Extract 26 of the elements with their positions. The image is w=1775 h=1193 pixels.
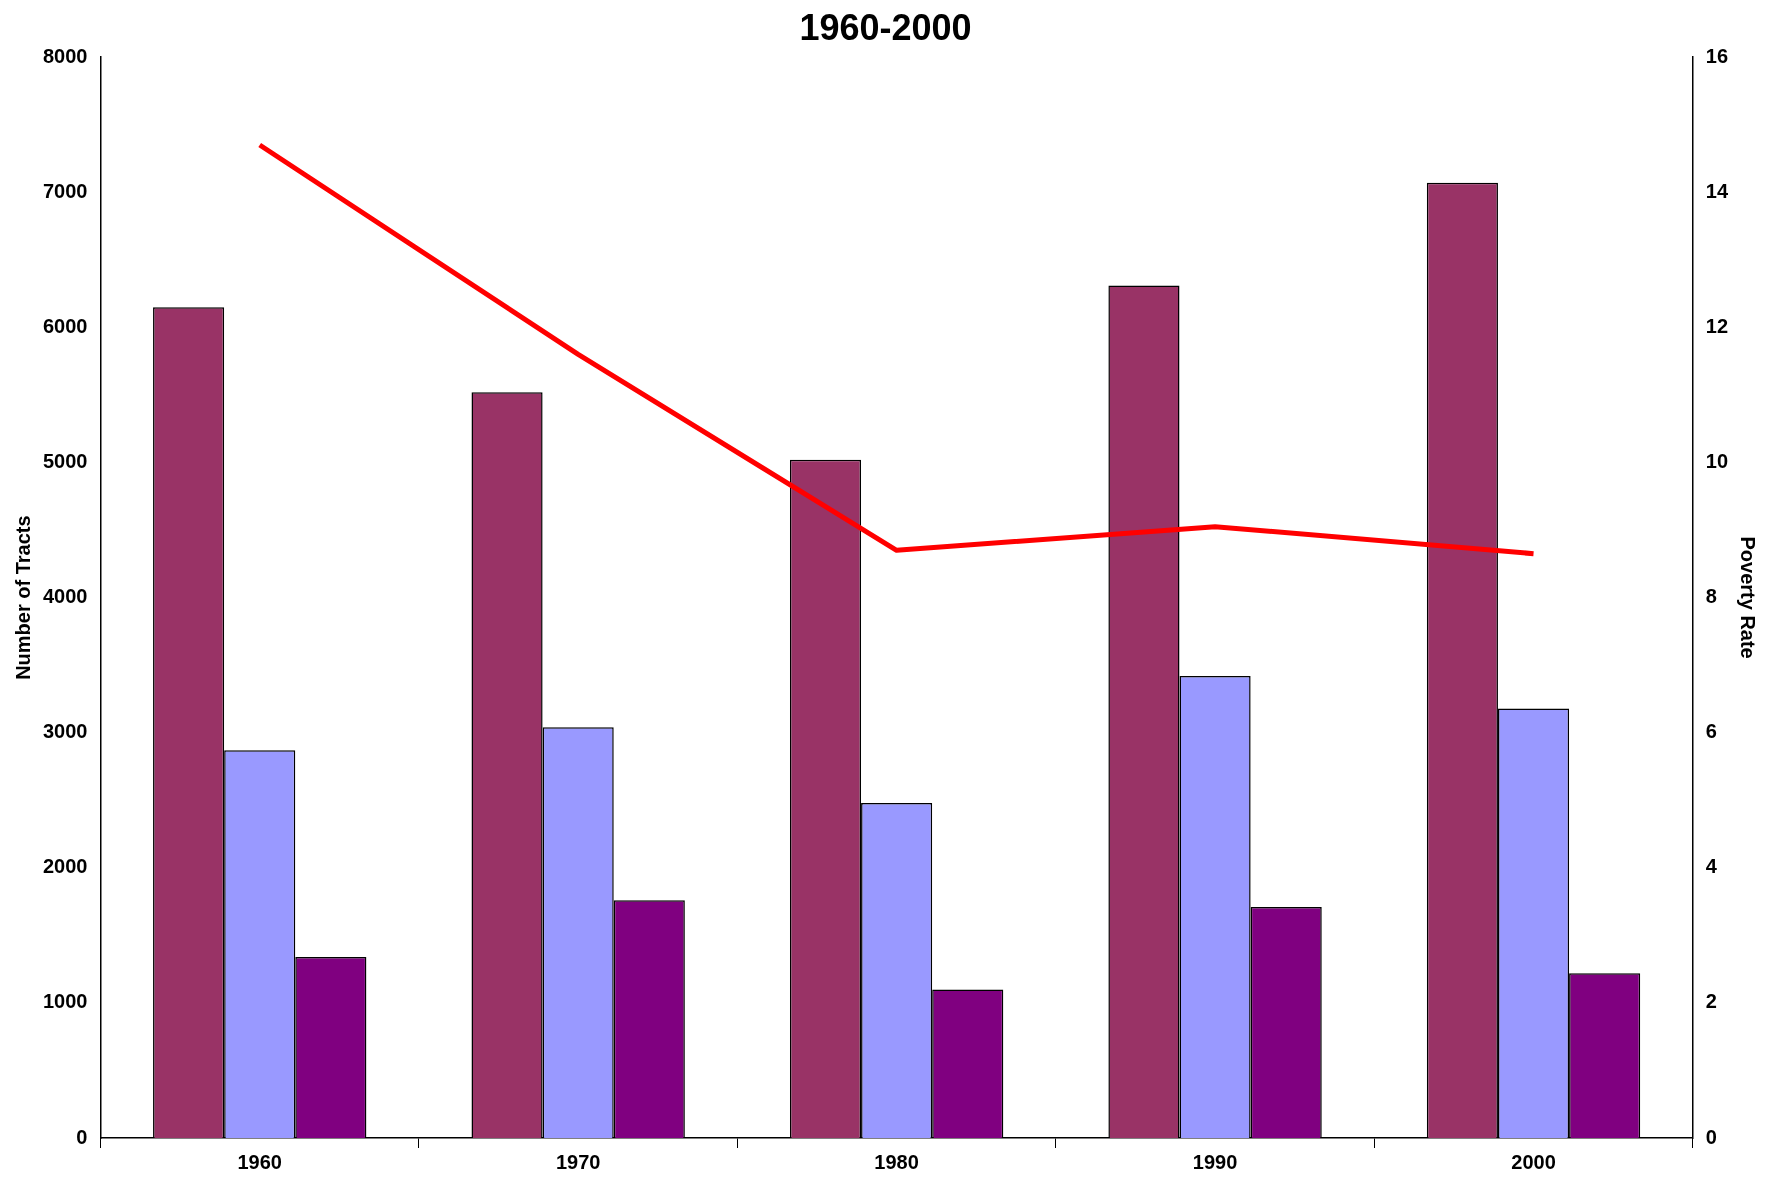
y-axis-title: Number of Tracts [11,515,34,680]
y-tick-label: 3000 [42,720,88,743]
y2-tick-label: 0 [1705,1125,1717,1148]
y-tick-label: 8000 [42,44,88,67]
y-tick-label: 5000 [42,450,88,473]
y2-tick-label: 14 [1705,179,1729,202]
x-tick-label: 1960 [237,1150,282,1173]
y-tick-label: 0 [76,1125,88,1148]
y-tick-label: 4000 [42,585,88,608]
y2-tick-label: 10 [1705,450,1728,473]
y-tick-label: 2000 [42,855,88,878]
y-tick-label: 7000 [42,179,88,202]
x-tick-label: 1980 [874,1150,919,1173]
y-tick-label: 6000 [42,314,88,337]
y2-tick-label: 8 [1705,585,1717,608]
x-tick-label: 1990 [1192,1150,1238,1173]
y2-axis-title: Poverty Rate [1737,536,1760,659]
y2-tick-label: 16 [1705,44,1728,67]
y2-tick-label: 12 [1705,314,1728,337]
chart-title: 1960-2000 [799,6,972,48]
y2-tick-label: 4 [1705,855,1718,878]
y2-tick-label: 6 [1705,720,1717,743]
y2-tick-label: 2 [1705,990,1717,1013]
y-tick-label: 1000 [42,990,88,1013]
x-tick-label: 1970 [555,1150,601,1173]
x-tick-label: 2000 [1511,1150,1556,1173]
